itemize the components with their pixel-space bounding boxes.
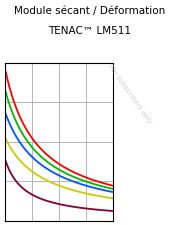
Text: TENAC™ LM511: TENAC™ LM511 — [48, 26, 132, 36]
Text: For subscribers only: For subscribers only — [107, 64, 152, 125]
Text: Module sécant / Déformation: Module sécant / Déformation — [14, 6, 166, 16]
